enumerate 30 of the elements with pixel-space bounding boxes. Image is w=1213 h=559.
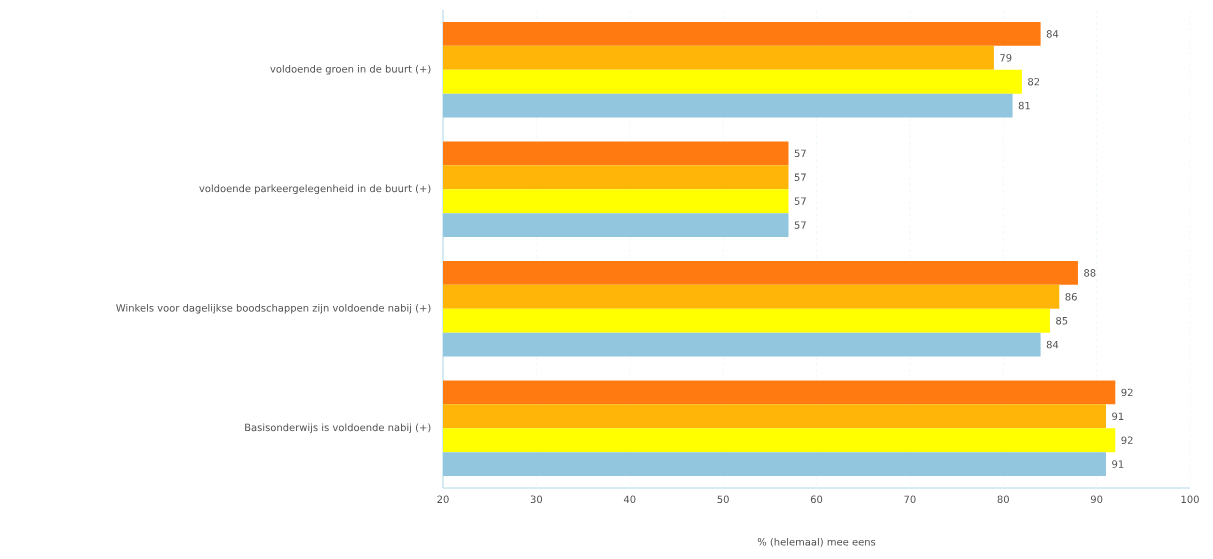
x-tick-label: 50	[717, 495, 729, 504]
y-tick-label: Winkels voor dagelijkse boodschappen zijn voldoende nabij (+)	[116, 303, 431, 314]
y-tick-label: Basisonderwijs is voldoende nabij (+)	[245, 423, 431, 434]
x-tick-label: 80	[997, 495, 1009, 504]
x-axis-title: % (helemaal) mee eens	[757, 537, 876, 547]
x-tick-label: 40	[623, 495, 636, 504]
data-label: 92	[1121, 388, 1133, 397]
x-tick-label: 20	[437, 495, 449, 504]
x-tick-label: 90	[1090, 495, 1103, 504]
x-tick-label: 60	[810, 495, 823, 504]
x-tick-label: 100	[1181, 495, 1199, 504]
data-label: 81	[1018, 101, 1030, 110]
data-label: 57	[794, 221, 806, 229]
data-label: 88	[1084, 269, 1096, 277]
x-tick-label: 70	[904, 495, 916, 504]
data-label: 57	[794, 173, 806, 181]
data-label: 85	[1056, 316, 1068, 325]
data-label: 91	[1112, 460, 1124, 468]
y-tick-label: voldoende parkeergelegenheid in de buurt (+)	[199, 184, 431, 195]
data-label: 82	[1028, 77, 1040, 86]
data-label: 84	[1046, 340, 1059, 349]
data-label: 91	[1112, 412, 1124, 421]
y-tick-label: voldoende groen in de buurt (+)	[270, 64, 431, 75]
data-label: 92	[1121, 436, 1133, 444]
data-label: 57	[794, 197, 806, 205]
x-tick-label: 30	[530, 495, 543, 504]
data-label: 57	[794, 149, 806, 158]
data-label: 86	[1065, 293, 1077, 301]
data-label: 84	[1046, 30, 1059, 38]
data-label: 79	[1000, 54, 1012, 62]
